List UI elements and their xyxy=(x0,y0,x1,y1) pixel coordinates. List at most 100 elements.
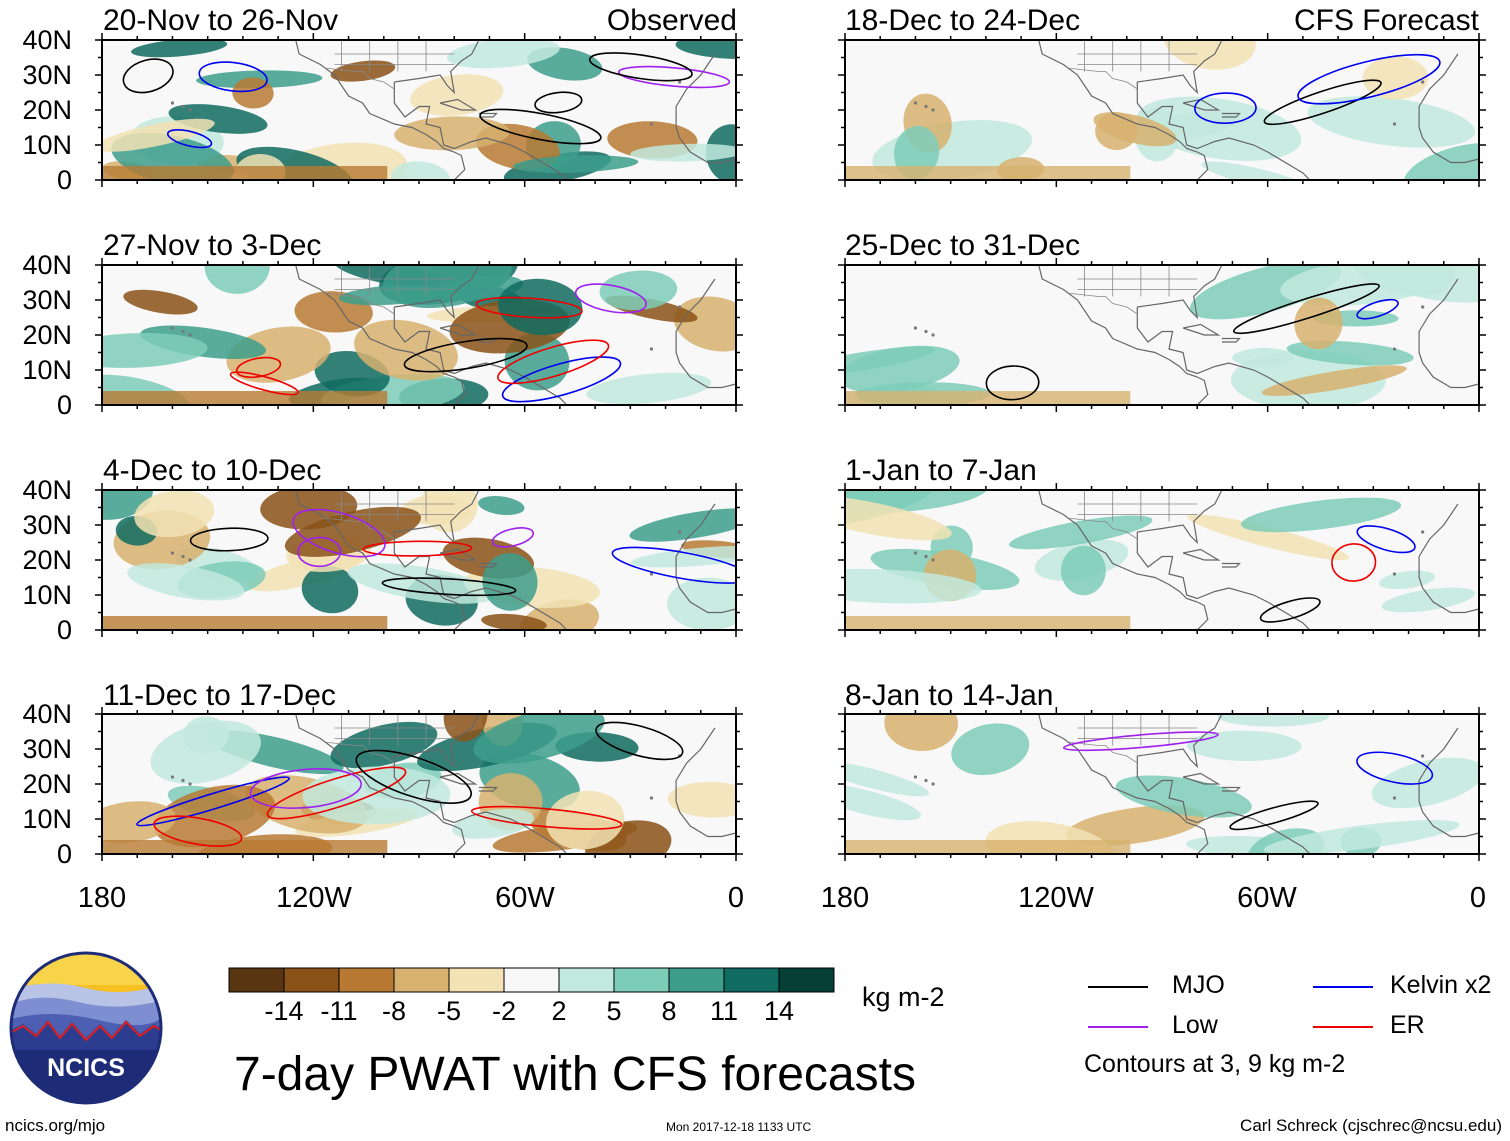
equatorial-band xyxy=(845,840,1131,854)
y-tick-label: 10N xyxy=(22,580,72,610)
coastline-africa xyxy=(1418,53,1479,164)
logo-text: NCICS xyxy=(47,1054,125,1082)
pwat-anomaly-blob xyxy=(1381,587,1475,613)
pwat-anomaly-blob xyxy=(481,613,547,630)
wave-contour xyxy=(1229,800,1319,831)
island xyxy=(188,108,192,112)
y-tick-label: 10N xyxy=(22,804,72,834)
legend-kelvin-line xyxy=(1313,986,1373,988)
wave-contour xyxy=(166,129,213,149)
pwat-anomaly-blob xyxy=(134,490,215,538)
wave-contour xyxy=(617,65,731,89)
panel-title-obs-1: 20-Nov to 26-Nov xyxy=(103,4,339,37)
coastline-gulf xyxy=(393,756,568,854)
x-tick-left-120w: 120W xyxy=(276,882,352,914)
pwat-anomaly-blob xyxy=(629,508,736,542)
pwat-anomaly-blob xyxy=(338,284,445,306)
island xyxy=(1392,796,1397,800)
coastline-gulf xyxy=(393,82,568,180)
island xyxy=(1421,530,1425,534)
legend-mjo-line xyxy=(1088,986,1148,988)
map-panel xyxy=(845,714,1479,854)
wave-contour xyxy=(475,296,583,319)
coastline-hispaniola xyxy=(478,562,498,568)
wave-contour xyxy=(122,58,174,94)
colorbar-box xyxy=(613,967,670,993)
border-us-mexico xyxy=(323,741,395,764)
wave-contour xyxy=(355,749,472,804)
island xyxy=(924,329,928,334)
map-panel xyxy=(102,40,736,180)
coastline-gulf xyxy=(1136,532,1311,630)
coastline-pacific xyxy=(295,714,466,854)
pwat-anomaly-blob xyxy=(1371,757,1479,809)
pwat-anomaly-blob xyxy=(131,40,228,58)
colorbar-tick-label: 5 xyxy=(606,996,622,1026)
island xyxy=(1392,122,1397,126)
colorbar-box xyxy=(723,967,780,993)
island xyxy=(678,305,682,309)
legend-low-line xyxy=(1088,1026,1148,1028)
equatorial-band xyxy=(845,166,1131,180)
map-panel xyxy=(845,265,1479,405)
border-us-mexico xyxy=(1066,517,1138,540)
pwat-anomaly-blob xyxy=(330,60,396,82)
pwat-anomaly-blob xyxy=(1217,714,1330,727)
island xyxy=(649,572,654,576)
coastline-cuba xyxy=(1182,548,1221,561)
coastline-hispaniola xyxy=(1221,562,1241,568)
pwat-anomaly-blob xyxy=(102,801,176,843)
coastline-us-east xyxy=(1137,714,1223,769)
island xyxy=(913,551,918,555)
colorbar-tick-label: 8 xyxy=(661,996,677,1026)
footer-url[interactable]: ncics.org/mjo xyxy=(5,1116,106,1135)
coastline-pacific xyxy=(1038,714,1209,854)
island xyxy=(1392,572,1397,576)
island xyxy=(1421,305,1425,309)
island xyxy=(181,554,185,559)
panel-title-obs-4: 11-Dec to 17-Dec xyxy=(103,679,336,712)
coastline-hispaniola xyxy=(1221,337,1241,343)
coastline-cuba xyxy=(1182,772,1221,785)
pwat-anomaly-blob xyxy=(301,566,359,614)
island xyxy=(913,326,918,330)
island xyxy=(649,122,654,126)
panel-title-obs-3: 4-Dec to 10-Dec xyxy=(103,454,322,487)
wave-contour xyxy=(470,805,623,830)
pwat-anomaly-blob xyxy=(102,490,153,520)
pwat-anomaly-blob xyxy=(845,345,960,393)
map-panel xyxy=(102,265,736,405)
x-tick-right-180: 180 xyxy=(820,882,870,914)
equatorial-band xyxy=(102,616,388,630)
y-tick-label: 40N xyxy=(22,25,72,55)
pwat-anomaly-blob xyxy=(1307,96,1476,148)
coastline-gulf xyxy=(393,307,568,405)
wave-contour xyxy=(1356,751,1434,785)
coastline-gulf xyxy=(1136,82,1311,180)
wave-contour xyxy=(574,283,647,314)
y-tick-label: 0 xyxy=(56,165,72,195)
colorbar-box xyxy=(228,967,285,993)
colorbar-box xyxy=(558,967,615,993)
y-tick-label: 20N xyxy=(22,95,72,125)
wave-contour xyxy=(1232,283,1380,335)
wave-contour xyxy=(362,540,473,557)
main-title: 7-day PWAT with CFS forecasts xyxy=(234,1048,916,1101)
wave-contour xyxy=(292,508,386,558)
x-tick-right-120w: 120W xyxy=(1018,882,1094,914)
pwat-anomaly-blob xyxy=(284,506,421,557)
wave-contour xyxy=(403,337,528,373)
coastline-gulf xyxy=(393,532,568,630)
coastline-cuba xyxy=(1182,323,1221,336)
pwat-anomaly-blob xyxy=(845,568,982,604)
pwat-anomaly-blob xyxy=(1362,56,1429,100)
colorbar-tick-label: 14 xyxy=(763,996,795,1026)
wave-contour xyxy=(266,766,407,820)
coastline-us-east xyxy=(394,40,480,95)
border-us-mexico xyxy=(323,67,395,90)
coastline-hispaniola xyxy=(478,112,498,118)
y-tick-label: 0 xyxy=(56,390,72,420)
pwat-anomaly-blob xyxy=(1261,365,1407,396)
x-tick-right-60w: 60W xyxy=(1237,882,1297,914)
